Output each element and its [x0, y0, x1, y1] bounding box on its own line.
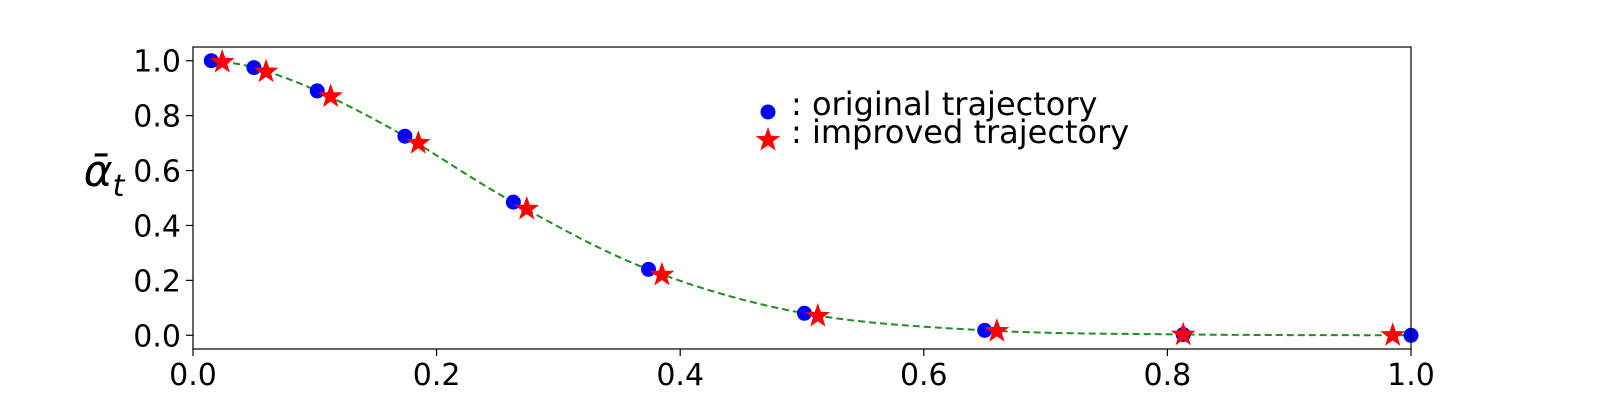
x-tick-label: 1.0: [1387, 358, 1435, 393]
original-trajectory-point: [796, 305, 812, 321]
legend-original-marker: [760, 104, 776, 120]
improved-trajectory-point: [405, 130, 431, 154]
legend-improved-label: : improved trajectory: [791, 113, 1129, 151]
y-axis-label-subscript: t: [113, 169, 126, 204]
y-tick-label: 0.4: [133, 209, 181, 244]
original-trajectory-point: [203, 53, 219, 69]
original-trajectory-point: [641, 261, 657, 277]
legend: : original trajectory: improved trajecto…: [755, 85, 1129, 151]
improved-trajectory-point: [209, 49, 235, 73]
improved-trajectory-point: [253, 58, 279, 83]
y-tick-label: 0.0: [133, 319, 181, 354]
marker-layer: [203, 49, 1419, 346]
y-axis-label-main: ᾱ: [84, 146, 113, 197]
x-tick-label: 0.8: [1144, 358, 1192, 393]
y-tick-label: 0.8: [133, 100, 181, 135]
improved-trajectory-point: [649, 261, 675, 286]
legend-original-label: : original trajectory: [791, 85, 1097, 123]
tick-layer: 0.0 0.2 0.4 0.6 0.8 1.0 0.0 0.2 0.4 0.6 0.8 1.0: [133, 45, 1435, 393]
plot-frame: [192, 46, 1412, 350]
y-tick-label: 1.0: [133, 45, 181, 80]
improved-trajectory-point: [984, 318, 1010, 342]
original-trajectory-point: [246, 60, 262, 76]
original-trajectory-point: [977, 322, 993, 338]
y-tick-label: 0.2: [133, 264, 181, 299]
legend-improved-marker: [755, 127, 781, 151]
improved-trajectory-point: [318, 83, 343, 107]
x-tick-label: 0.6: [900, 358, 948, 393]
x-tick-label: 0.4: [656, 358, 704, 393]
improved-trajectory-point: [805, 303, 831, 327]
x-tick-label: 0.2: [413, 358, 461, 393]
x-tick-label: 0.0: [169, 358, 217, 393]
improved-trajectory-point: [514, 195, 540, 220]
improved-trajectory-point: [1380, 322, 1406, 346]
original-trajectory-point: [309, 83, 325, 99]
y-tick-label: 0.6: [133, 155, 181, 190]
improved-trajectory-point: [1170, 321, 1196, 346]
y-axis-label: ᾱt: [84, 146, 126, 204]
